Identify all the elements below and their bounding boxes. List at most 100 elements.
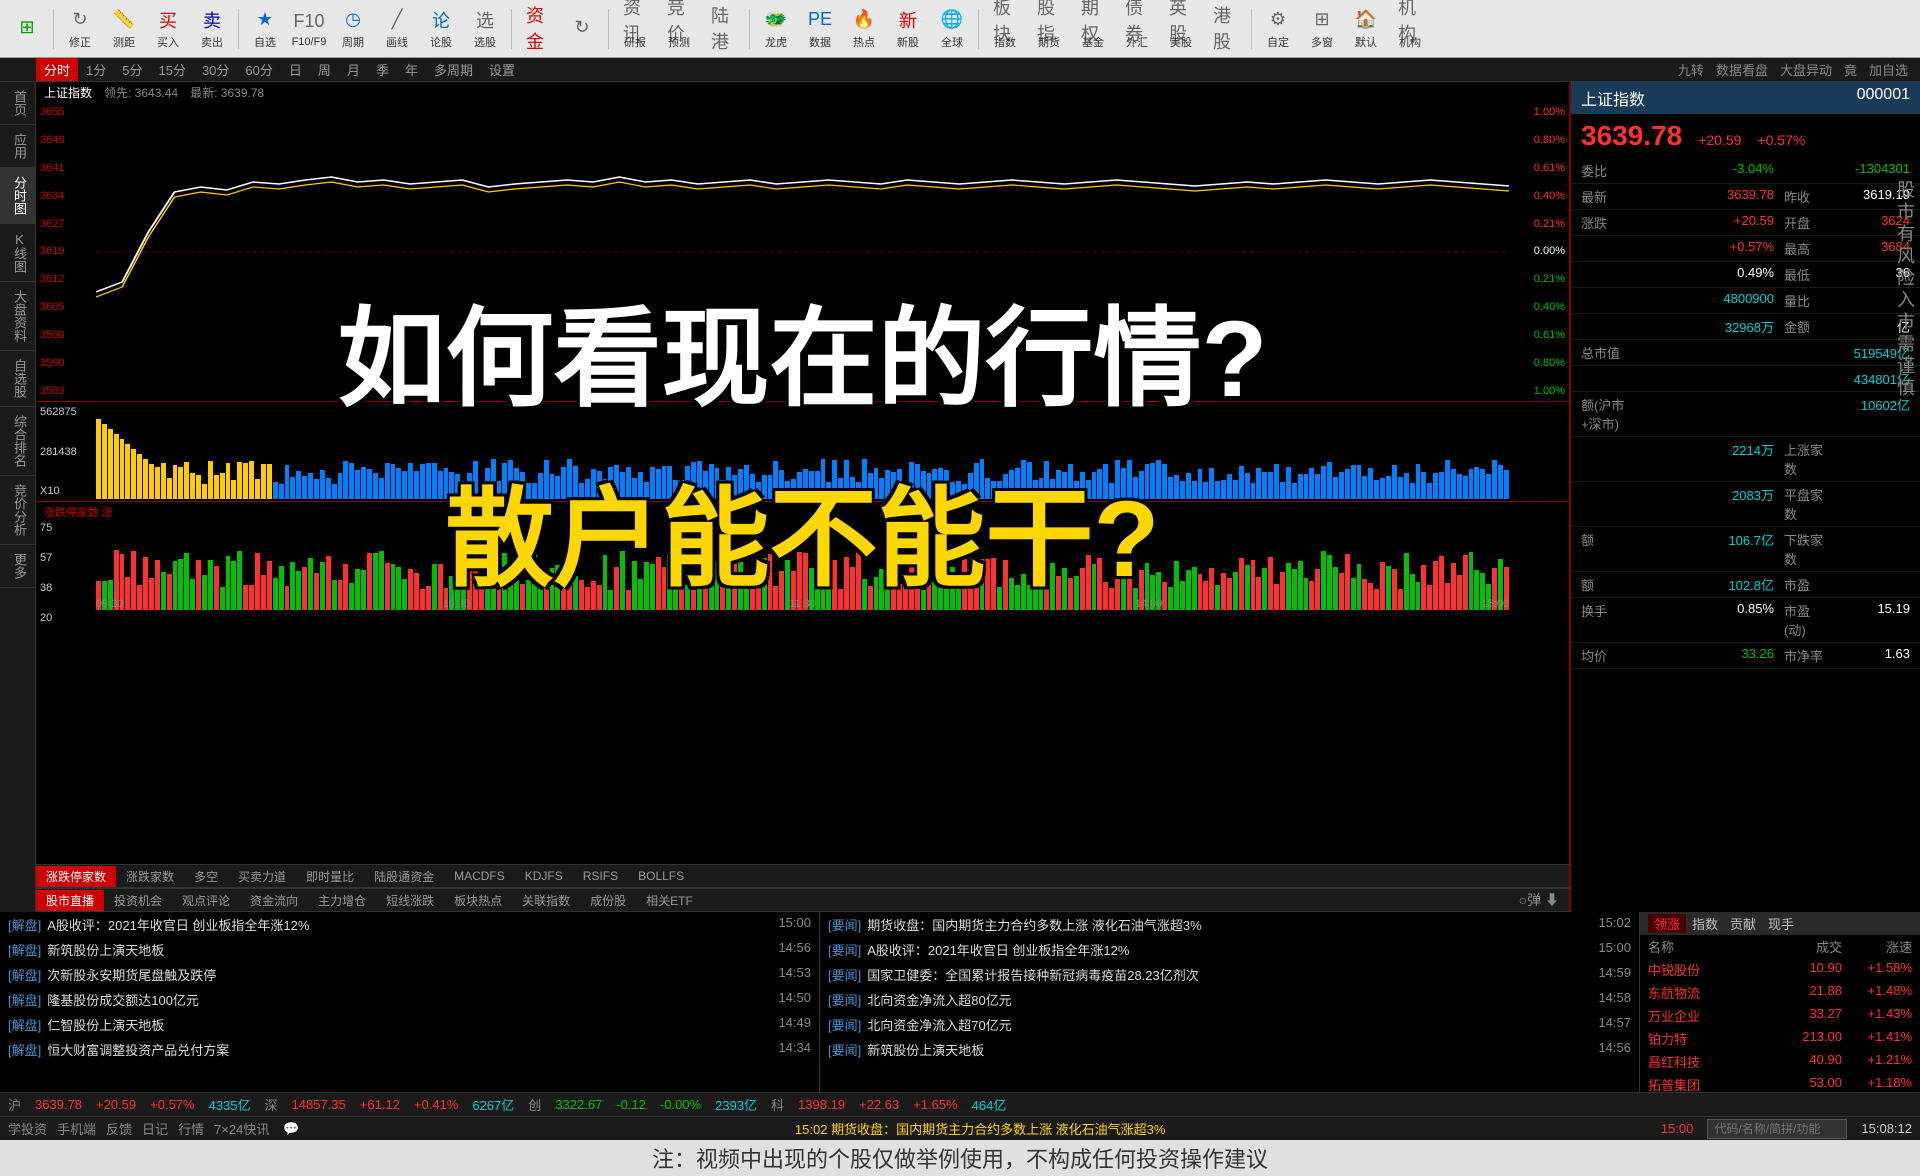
toolbar-btn[interactable]: 📏测距 [103, 3, 145, 55]
news-item[interactable]: [要闻]国家卫健委：全国累计报告接种新冠病毒疫苗28.23亿剂次14:59 [820, 962, 1639, 987]
news-item[interactable]: [解盘]仁智股份上演天地板14:49 [0, 1012, 819, 1037]
footer-link[interactable]: 7×24快讯 [214, 1119, 269, 1138]
timeframe-tab[interactable]: 60分 [237, 58, 280, 81]
toolbar-btn[interactable]: 买买入 [147, 3, 189, 55]
footer-link[interactable]: 学投资 [8, 1119, 47, 1138]
timeframe-tab[interactable]: 15分 [150, 58, 193, 81]
toolbar-btn[interactable]: 股指期货 [1028, 3, 1070, 55]
sidebar-item[interactable]: 更多 [0, 545, 35, 588]
news-tab[interactable]: 成份股 [580, 890, 636, 911]
toolbar-btn[interactable]: ╱画线 [376, 3, 418, 55]
stock-row[interactable]: 中锐股份10.90+1.58% [1640, 958, 1920, 981]
toolbar-btn[interactable]: ⚙自定 [1257, 3, 1299, 55]
timeframe-tab[interactable]: 30分 [194, 58, 237, 81]
footer-link[interactable]: 行情 [178, 1119, 204, 1138]
news-item[interactable]: [解盘]恒大财富调整投资产品兑付方案14:34 [0, 1037, 819, 1062]
stock-row[interactable]: 东航物流21.88+1.48% [1640, 981, 1920, 1004]
footer-link[interactable]: 反馈 [106, 1119, 132, 1138]
toolbar-btn[interactable]: ★自选 [244, 3, 286, 55]
timeframe-tab[interactable]: 5分 [114, 58, 150, 81]
toolbar-btn[interactable]: 板块指数 [984, 3, 1026, 55]
tab-option[interactable]: 竟 [1844, 60, 1857, 79]
tab-option[interactable]: 数据看盘 [1716, 60, 1768, 79]
indicator-tab[interactable]: 陆股通资金 [364, 866, 444, 887]
toolbar-btn[interactable]: ⊞多窗 [1301, 3, 1343, 55]
toolbar-btn[interactable]: 机构机构 [1389, 3, 1431, 55]
toolbar-btn[interactable]: 资金 [517, 3, 559, 55]
timeframe-tab[interactable]: 周 [310, 58, 339, 81]
news-item[interactable]: [要闻]期货收盘：国内期货主力合约多数上涨 液化石油气涨超3%15:02 [820, 912, 1639, 937]
news-item[interactable]: [解盘]次新股永安期货尾盘触及跌停14:53 [0, 962, 819, 987]
indicator-tab[interactable]: 涨跌家数 [116, 866, 184, 887]
news-tab[interactable]: 关联指数 [512, 890, 580, 911]
footer-link[interactable]: 日记 [142, 1119, 168, 1138]
toolbar-btn[interactable]: 🔥热点 [843, 3, 885, 55]
toolbar-btn[interactable]: 竞价预测 [658, 3, 700, 55]
news-tab[interactable]: 短线涨跌 [376, 890, 444, 911]
stock-tab[interactable]: 领涨 [1648, 914, 1686, 933]
toolbar-btn[interactable]: ↻ [561, 3, 603, 55]
toolbar-btn[interactable]: 债券外汇 [1116, 3, 1158, 55]
news-tab[interactable]: 板块热点 [444, 890, 512, 911]
toolbar-btn[interactable]: 港股 [1204, 3, 1246, 55]
timeframe-tab[interactable]: 日 [281, 58, 310, 81]
timeframe-tab[interactable]: 1分 [78, 58, 114, 81]
search-input[interactable] [1707, 1119, 1847, 1139]
sidebar-item[interactable]: 自选股 [0, 351, 35, 407]
sidebar-item[interactable]: 大盘资料 [0, 282, 35, 351]
indicator-tab[interactable]: BOLLFS [628, 867, 694, 885]
timeframe-tab[interactable]: 月 [339, 58, 368, 81]
indicator-tab[interactable]: 涨跌停家数 [36, 866, 116, 887]
toolbar-btn[interactable]: 英股美股 [1160, 3, 1202, 55]
toolbar-btn[interactable]: 论论股 [420, 3, 462, 55]
toolbar-btn[interactable]: ◷周期 [332, 3, 374, 55]
stock-row[interactable]: 万业企业33.27+1.43% [1640, 1004, 1920, 1027]
stock-tab[interactable]: 现手 [1762, 914, 1800, 933]
timeframe-tab[interactable]: 分时 [36, 58, 78, 81]
timeframe-tab[interactable]: 设置 [481, 58, 523, 81]
stock-row[interactable]: 昌红科技40.90+1.21% [1640, 1050, 1920, 1073]
news-tab[interactable]: 股市直播 [36, 890, 104, 911]
news-tab[interactable]: 投资机会 [104, 890, 172, 911]
toolbar-btn[interactable]: 卖卖出 [191, 3, 233, 55]
sidebar-item[interactable]: 分时图 [0, 168, 35, 224]
toolbar-btn[interactable]: 选选股 [464, 3, 506, 55]
sidebar-item[interactable]: 应用 [0, 125, 35, 168]
toolbar-btn[interactable]: 陆港 [702, 3, 744, 55]
stock-row[interactable]: 拓普集团53.00+1.18% [1640, 1073, 1920, 1092]
news-tab[interactable]: 相关ETF [636, 890, 703, 911]
news-item[interactable]: [解盘]隆基股份成交额达100亿元14:50 [0, 987, 819, 1012]
sidebar-item[interactable]: 综合排名 [0, 407, 35, 476]
indicator-tab[interactable]: MACDFS [444, 867, 515, 885]
toolbar-btn[interactable]: 🐲龙虎 [755, 3, 797, 55]
timeframe-tab[interactable]: 多周期 [426, 58, 481, 81]
sidebar-item[interactable]: K线图 [0, 224, 35, 282]
news-item[interactable]: [要闻]北向资金净流入超80亿元14:58 [820, 987, 1639, 1012]
toolbar-btn[interactable]: 资讯研报 [614, 3, 656, 55]
footer-link[interactable]: 手机端 [57, 1119, 96, 1138]
timeframe-tab[interactable]: 季 [368, 58, 397, 81]
indicator-tab[interactable]: 即时量比 [296, 866, 364, 887]
toolbar-btn[interactable]: 🌐全球 [931, 3, 973, 55]
indicator-tab[interactable]: RSIFS [573, 867, 628, 885]
timeframe-tab[interactable]: 年 [397, 58, 426, 81]
indicator-tab[interactable]: 买卖力道 [228, 866, 296, 887]
toolbar-btn[interactable]: 期权基金 [1072, 3, 1114, 55]
stock-tab[interactable]: 贡献 [1724, 914, 1762, 933]
news-tab[interactable]: 主力增仓 [308, 890, 376, 911]
toolbar-btn[interactable]: PE数据 [799, 3, 841, 55]
news-item[interactable]: [要闻]新筑股份上演天地板14:56 [820, 1037, 1639, 1062]
stock-tab[interactable]: 指数 [1686, 914, 1724, 933]
news-item[interactable]: [要闻]A股收评：2021年收官日 创业板指全年涨12%15:00 [820, 937, 1639, 962]
tab-option[interactable]: 加自选 [1869, 60, 1908, 79]
tab-option[interactable]: 大盘异动 [1780, 60, 1832, 79]
toolbar-btn[interactable]: 🏠默认 [1345, 3, 1387, 55]
news-tab[interactable]: 观点评论 [172, 890, 240, 911]
toolbar-btn[interactable]: ↻修正 [59, 3, 101, 55]
indicator-tab[interactable]: KDJFS [515, 867, 573, 885]
sidebar-item[interactable]: 竞价分析 [0, 476, 35, 545]
news-tab[interactable]: 资金流向 [240, 890, 308, 911]
indicator-tab[interactable]: 多空 [184, 866, 228, 887]
toolbar-btn[interactable]: F10F10/F9 [288, 3, 330, 55]
stock-row[interactable]: 铂力特213.00+1.41% [1640, 1027, 1920, 1050]
